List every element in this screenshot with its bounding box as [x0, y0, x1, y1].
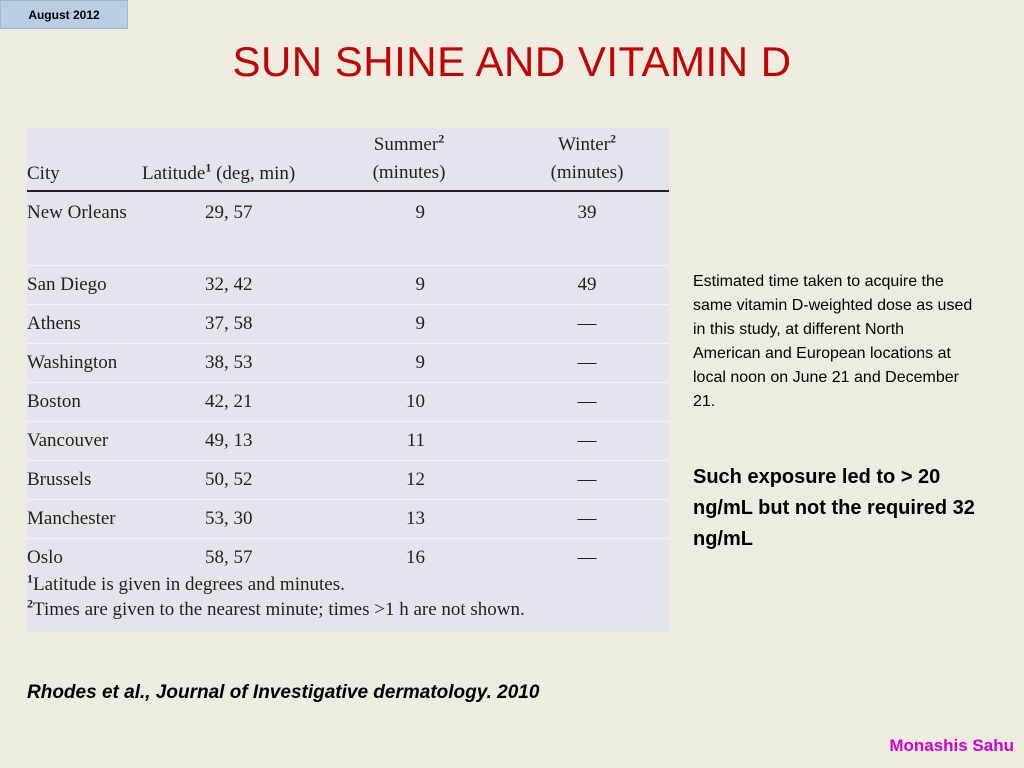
- table-body: New Orleans 29, 57 9 39 San Diego 32, 42…: [27, 194, 669, 577]
- cell-winter: —: [577, 352, 597, 373]
- header-winter-unit: (minutes): [550, 162, 624, 183]
- key-finding: Such exposure led to > 20 ng/mL but not …: [693, 466, 975, 550]
- cell-latitude: 42, 21: [205, 391, 253, 412]
- cell-winter: —: [577, 469, 597, 490]
- footnote-2-text: Times are given to the nearest minute; t…: [33, 599, 525, 620]
- cell-summer: 9: [415, 274, 426, 295]
- slide-title: SUN SHINE AND VITAMIN D: [232, 38, 792, 85]
- table-row: Vancouver 49, 13 11 —: [27, 422, 669, 461]
- header-latitude: Latitude1 (deg, min): [142, 160, 295, 188]
- header-summer-unit: (minutes): [372, 162, 446, 183]
- footnote-1-text: Latitude is given in degrees and minutes…: [33, 574, 345, 595]
- cell-city: Vancouver: [27, 430, 109, 451]
- table-row: Athens 37, 58 9 —: [27, 305, 669, 344]
- cell-winter: —: [577, 547, 597, 568]
- header-winter: Winter2 (minutes): [527, 131, 647, 187]
- cell-city: Oslo: [27, 547, 63, 568]
- table-row: Manchester 53, 30 13 —: [27, 500, 669, 539]
- cell-winter: —: [577, 313, 597, 334]
- footnote-2: 2Times are given to the nearest minute; …: [27, 597, 525, 622]
- cell-latitude: 58, 57: [205, 547, 253, 568]
- cell-winter: 39: [577, 202, 597, 223]
- footnote-2-mark: 2: [27, 596, 33, 611]
- header-winter-sup: 2: [610, 131, 616, 146]
- header-winter-label: Winter: [558, 134, 610, 155]
- cell-latitude: 49, 13: [205, 430, 253, 451]
- table-row: Brussels 50, 52 12 —: [27, 461, 669, 500]
- cell-city: Boston: [27, 391, 81, 412]
- cell-winter: —: [577, 508, 597, 529]
- header-latitude-sup: 1: [205, 160, 212, 175]
- header-summer-label: Summer: [373, 134, 439, 155]
- table-row: San Diego 32, 42 9 49: [27, 266, 669, 305]
- header-latitude-unit: (deg, min): [216, 163, 296, 184]
- cell-latitude: 32, 42: [205, 274, 253, 295]
- cell-summer: 11: [406, 430, 425, 451]
- cell-winter: 49: [577, 274, 597, 295]
- cell-latitude: 29, 57: [205, 202, 253, 223]
- cell-city: Washington: [27, 352, 118, 373]
- header-city: City: [27, 163, 60, 184]
- cell-latitude: 53, 30: [205, 508, 253, 529]
- cell-latitude: 38, 53: [205, 352, 253, 373]
- footnote-1: 1Latitude is given in degrees and minute…: [27, 572, 525, 597]
- date-tag: August 2012: [0, 0, 128, 29]
- table-footnotes: 1Latitude is given in degrees and minute…: [27, 572, 525, 622]
- table-row: Boston 42, 21 10 —: [27, 383, 669, 422]
- header-latitude-label: Latitude: [142, 163, 206, 184]
- header-rule: [27, 190, 669, 192]
- table-row: New Orleans 29, 57 9 39: [27, 194, 669, 266]
- header-summer: Summer2 (minutes): [349, 131, 469, 187]
- cell-city: San Diego: [27, 274, 107, 295]
- cell-city: New Orleans: [27, 202, 127, 223]
- header-summer-sup: 2: [438, 131, 445, 146]
- cell-city: Brussels: [27, 469, 92, 490]
- cell-winter: —: [577, 430, 597, 451]
- cell-summer: 13: [406, 508, 425, 529]
- cell-summer: 9: [415, 202, 426, 223]
- cell-summer: 9: [415, 352, 426, 373]
- table-row: Washington 38, 53 9 —: [27, 344, 669, 383]
- city-table: City Latitude1 (deg, min) Summer2 (minut…: [27, 128, 669, 632]
- cell-summer: 16: [406, 547, 425, 568]
- author-name: Monashis Sahu: [889, 736, 1014, 755]
- cell-summer: 9: [415, 313, 426, 334]
- cell-winter: —: [577, 391, 597, 412]
- cell-latitude: 50, 52: [205, 469, 253, 490]
- cell-latitude: 37, 58: [205, 313, 253, 334]
- cell-city: Athens: [27, 313, 81, 334]
- cell-summer: 10: [406, 391, 425, 412]
- table-row: Oslo 58, 57 16 —: [27, 539, 669, 577]
- cell-city: Manchester: [27, 508, 116, 529]
- table-description: Estimated time taken to acquire the same…: [693, 273, 973, 410]
- citation: Rhodes et al., Journal of Investigative …: [27, 682, 540, 703]
- footnote-1-mark: 1: [27, 571, 33, 586]
- cell-summer: 12: [406, 469, 425, 490]
